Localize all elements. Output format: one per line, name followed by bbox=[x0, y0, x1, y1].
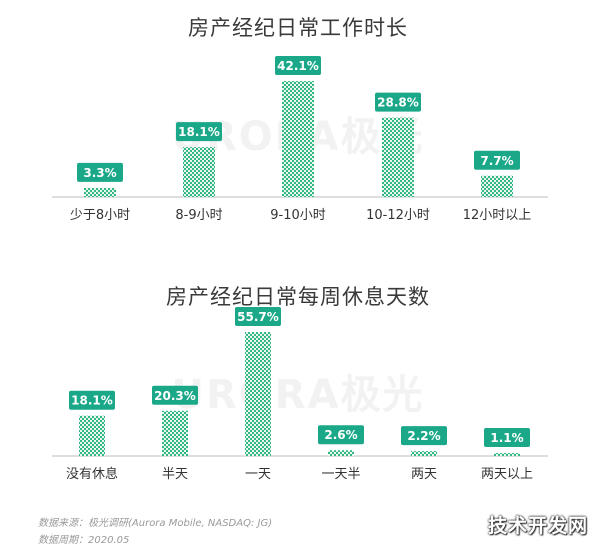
value-badge-4 bbox=[375, 92, 421, 112]
bar-5 bbox=[481, 175, 513, 197]
category-label-3: 一天 bbox=[245, 467, 271, 482]
bar-4 bbox=[328, 450, 354, 456]
data-label-4: 2.6% bbox=[324, 428, 357, 442]
category-label-4: 一天半 bbox=[321, 467, 360, 482]
value-badge-4 bbox=[318, 425, 364, 445]
chart-rest-days-title: 房产经纪日常每周休息天数 bbox=[166, 285, 430, 309]
period-note: 数据周期：2020.05 bbox=[38, 535, 130, 546]
value-badge-2 bbox=[176, 122, 222, 142]
data-label-1: 18.1% bbox=[71, 394, 113, 408]
bar-3 bbox=[245, 332, 271, 456]
data-label-2: 20.3% bbox=[154, 389, 196, 403]
data-label-3: 42.1% bbox=[277, 59, 319, 73]
corner-watermark: 技术开发网 bbox=[487, 515, 588, 537]
data-label-4: 28.8% bbox=[377, 96, 419, 110]
chart-work-hours-title: 房产经纪日常工作时长 bbox=[188, 16, 408, 40]
category-label-5: 12小时以上 bbox=[463, 208, 532, 223]
value-badge-5 bbox=[474, 150, 520, 170]
data-label-5: 2.2% bbox=[407, 429, 440, 443]
category-label-5: 两天 bbox=[411, 467, 437, 482]
value-badge-5 bbox=[401, 426, 447, 446]
source-note: 数据来源：极光调研(Aurora Mobile, NASDAQ: JG) bbox=[38, 518, 273, 529]
category-label-1: 没有休息 bbox=[66, 466, 118, 482]
category-label-6: 两天以上 bbox=[481, 467, 533, 482]
value-badge-6 bbox=[484, 428, 530, 447]
category-label-3: 9-10小时 bbox=[270, 208, 326, 223]
data-label-2: 18.1% bbox=[178, 125, 220, 139]
value-badge-2 bbox=[152, 385, 198, 405]
bar-3 bbox=[282, 81, 314, 197]
category-label-2: 半天 bbox=[162, 467, 188, 482]
data-label-1: 3.3% bbox=[83, 166, 116, 180]
bar-6 bbox=[494, 453, 520, 456]
bar-2 bbox=[162, 410, 188, 456]
value-badge-3 bbox=[235, 307, 281, 326]
category-label-2: 8-9小时 bbox=[175, 208, 222, 223]
category-label-1: 少于8小时 bbox=[70, 208, 130, 223]
data-label-5: 7.7% bbox=[480, 154, 513, 168]
value-badge-1 bbox=[69, 390, 115, 410]
value-badge-1 bbox=[77, 162, 123, 182]
bar-2 bbox=[183, 147, 215, 197]
bar-4 bbox=[382, 117, 414, 197]
data-label-6: 1.1% bbox=[490, 431, 523, 445]
data-label-3: 55.7% bbox=[237, 310, 279, 324]
category-label-4: 10-12小时 bbox=[366, 208, 430, 223]
bar-1 bbox=[84, 187, 116, 197]
bar-5 bbox=[411, 451, 437, 456]
bar-1 bbox=[79, 415, 105, 456]
value-badge-3 bbox=[275, 56, 321, 75]
